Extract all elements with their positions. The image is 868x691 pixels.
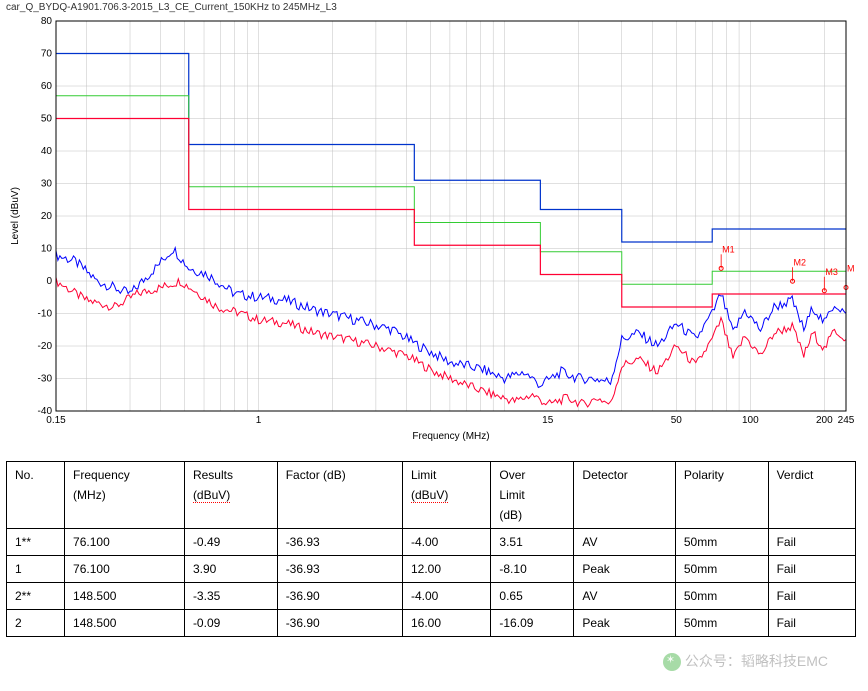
- table-cell: -36.90: [277, 610, 402, 637]
- table-cell: 12.00: [402, 556, 490, 583]
- table-cell: -0.49: [184, 529, 277, 556]
- table-cell: Fail: [768, 529, 855, 556]
- svg-text:30: 30: [41, 179, 53, 190]
- table-cell: 50mm: [675, 583, 768, 610]
- svg-text:20: 20: [41, 211, 53, 222]
- table-cell: Fail: [768, 583, 855, 610]
- table-cell: 3.90: [184, 556, 277, 583]
- table-cell: -36.93: [277, 529, 402, 556]
- table-cell: 76.100: [65, 529, 185, 556]
- table-cell: 1**: [7, 529, 65, 556]
- svg-text:50: 50: [671, 415, 683, 426]
- svg-text:Frequency (MHz): Frequency (MHz): [412, 431, 489, 442]
- table-cell: Fail: [768, 556, 855, 583]
- table-cell: 50mm: [675, 610, 768, 637]
- svg-text:60: 60: [41, 81, 53, 92]
- table-cell: 1: [7, 556, 65, 583]
- svg-text:M2: M2: [794, 257, 807, 267]
- table-cell: 50mm: [675, 529, 768, 556]
- table-cell: Fail: [768, 610, 855, 637]
- table-row: 2148.500-0.09-36.9016.00-16.09Peak50mmFa…: [7, 610, 856, 637]
- wechat-icon: [663, 653, 681, 671]
- table-header-cell: Verdict: [768, 462, 855, 529]
- svg-text:M1: M1: [722, 244, 735, 254]
- table-row: 1**76.100-0.49-36.93-4.003.51AV50mmFail: [7, 529, 856, 556]
- svg-text:M3: M3: [825, 267, 838, 277]
- table-cell: -0.09: [184, 610, 277, 637]
- svg-text:1: 1: [256, 415, 262, 426]
- table-row: 2**148.500-3.35-36.90-4.000.65AV50mmFail: [7, 583, 856, 610]
- table-cell: 76.100: [65, 556, 185, 583]
- svg-text:100: 100: [742, 415, 759, 426]
- emc-chart: -40-30-20-10010203040506070800.151155010…: [6, 13, 856, 443]
- table-cell: 2: [7, 610, 65, 637]
- table-cell: -3.35: [184, 583, 277, 610]
- table-header-cell: Results(dBuV): [184, 462, 277, 529]
- svg-text:0: 0: [46, 276, 52, 287]
- table-header-cell: Polarity: [675, 462, 768, 529]
- results-table-container: No.Frequency(MHz)Results(dBuV)Factor (dB…: [6, 461, 862, 637]
- svg-text:245: 245: [838, 415, 855, 426]
- table-cell: -8.10: [491, 556, 574, 583]
- table-header-row: No.Frequency(MHz)Results(dBuV)Factor (dB…: [7, 462, 856, 529]
- results-table: No.Frequency(MHz)Results(dBuV)Factor (dB…: [6, 461, 856, 637]
- table-row: 176.1003.90-36.9312.00-8.10Peak50mmFail: [7, 556, 856, 583]
- table-header-cell: Detector: [574, 462, 675, 529]
- svg-text:10: 10: [41, 244, 53, 255]
- table-cell: AV: [574, 529, 675, 556]
- table-cell: 50mm: [675, 556, 768, 583]
- chart-title: car_Q_BYDQ-A1901.706.3-2015_L3_CE_Curren…: [0, 0, 868, 13]
- svg-text:50: 50: [41, 114, 53, 125]
- table-cell: 16.00: [402, 610, 490, 637]
- svg-text:80: 80: [41, 16, 53, 27]
- table-header-cell: Frequency(MHz): [65, 462, 185, 529]
- svg-text:70: 70: [41, 49, 53, 60]
- svg-text:15: 15: [542, 415, 554, 426]
- table-cell: 3.51: [491, 529, 574, 556]
- table-header-cell: Limit(dBuV): [402, 462, 490, 529]
- table-header-cell: Factor (dB): [277, 462, 402, 529]
- svg-text:-10: -10: [38, 309, 53, 320]
- svg-text:40: 40: [41, 146, 53, 157]
- table-cell: -4.00: [402, 583, 490, 610]
- table-cell: Peak: [574, 610, 675, 637]
- table-cell: AV: [574, 583, 675, 610]
- watermark: 公众号：韬略科技EMC: [663, 651, 828, 671]
- table-cell: 0.65: [491, 583, 574, 610]
- table-cell: -36.90: [277, 583, 402, 610]
- table-cell: 148.500: [65, 610, 185, 637]
- table-cell: 148.500: [65, 583, 185, 610]
- table-cell: -36.93: [277, 556, 402, 583]
- svg-text:0.15: 0.15: [46, 415, 66, 426]
- svg-text:Level (dBuV): Level (dBuV): [10, 187, 21, 245]
- table-cell: -4.00: [402, 529, 490, 556]
- svg-text:M: M: [847, 264, 855, 274]
- table-cell: Peak: [574, 556, 675, 583]
- table-header-cell: No.: [7, 462, 65, 529]
- table-cell: 2**: [7, 583, 65, 610]
- svg-text:-30: -30: [38, 374, 53, 385]
- table-header-cell: OverLimit(dB): [491, 462, 574, 529]
- svg-text:200: 200: [816, 415, 833, 426]
- svg-text:-20: -20: [38, 341, 53, 352]
- table-cell: -16.09: [491, 610, 574, 637]
